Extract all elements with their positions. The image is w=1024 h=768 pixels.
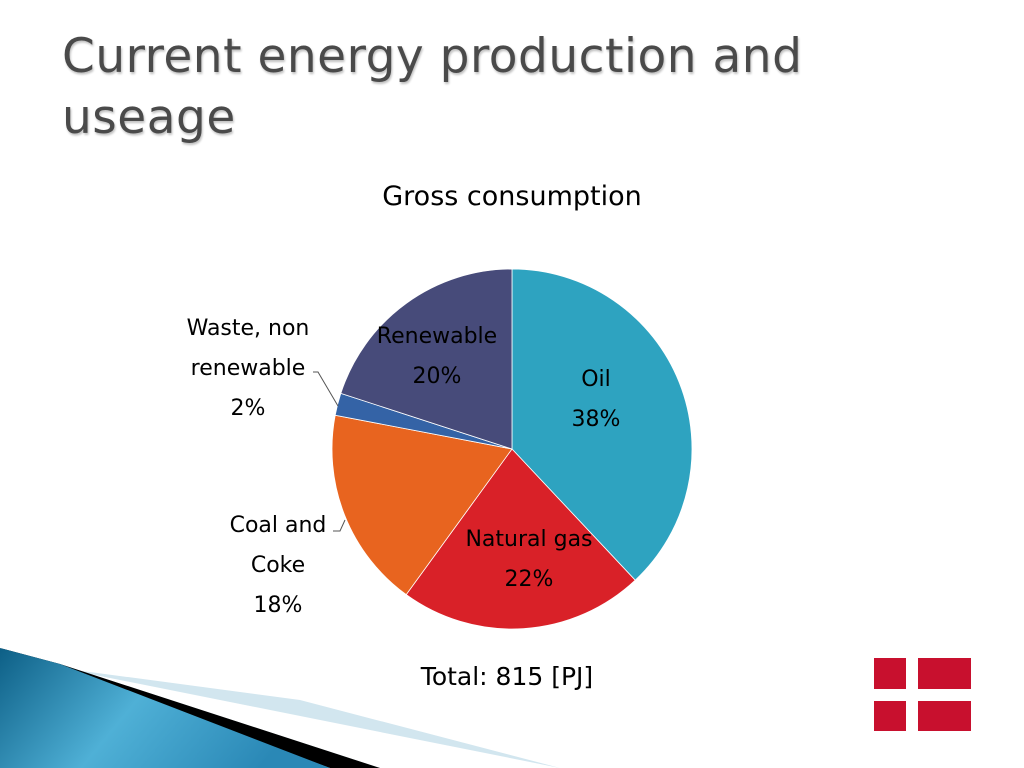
slide-title: Current energy production and useage xyxy=(62,29,803,145)
chart-title: Gross consumption xyxy=(382,181,642,212)
pie-slice-oil xyxy=(511,268,693,581)
data-label-waste-non-renewable: Waste, non renewable 2% xyxy=(187,316,310,421)
pie-slice-coal-and-coke xyxy=(331,414,513,596)
total-annotation: Total: 815 [PJ] xyxy=(420,662,594,691)
data-label-natural-gas: Natural gas 22% xyxy=(465,527,592,592)
data-label-oil: Oil 38% xyxy=(572,367,621,432)
leader-line xyxy=(313,371,339,407)
pie-slice-renewable xyxy=(340,268,513,450)
data-label-coal-and-coke: Coal and Coke 18% xyxy=(230,513,327,618)
leader-line xyxy=(333,519,346,532)
data-label-renewable: Renewable 20% xyxy=(377,324,497,389)
pie-slice-natural-gas xyxy=(405,448,636,630)
